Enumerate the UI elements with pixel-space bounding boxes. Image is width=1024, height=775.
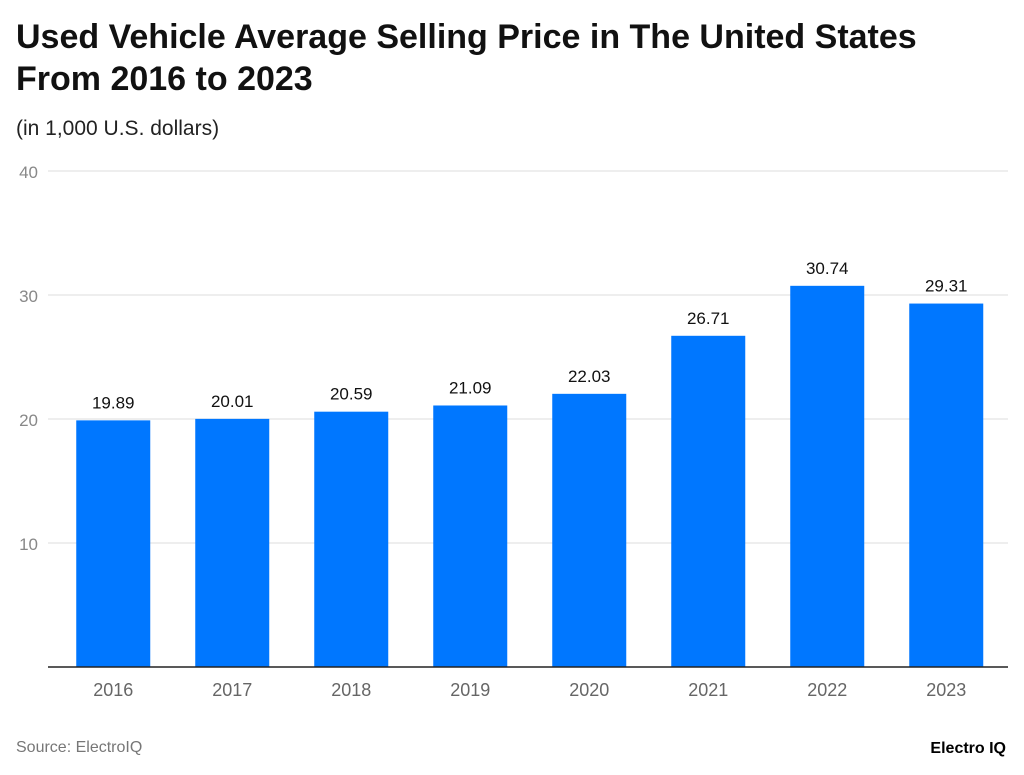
y-tick-label: 20 [19,411,38,430]
y-tick-label: 40 [19,163,38,182]
x-tick-label: 2018 [331,680,371,700]
brand-logo: Electro IQ [930,740,1006,757]
x-tick-label: 2020 [569,680,609,700]
x-tick-label: 2022 [807,680,847,700]
chart-subtitle: (in 1,000 U.S. dollars) [16,117,220,140]
bar-2016 [76,420,151,667]
data-label: 30.74 [806,259,849,278]
data-label: 20.59 [330,385,373,404]
x-tick-label: 2019 [450,680,490,700]
data-label: 29.31 [925,277,968,296]
data-label: 22.03 [568,367,611,386]
bar-2023 [909,303,984,667]
data-label: 20.01 [211,392,254,411]
y-tick-label: 10 [19,535,38,554]
bar-2019 [433,405,508,667]
x-tick-label: 2023 [926,680,966,700]
x-tick-label: 2016 [93,680,133,700]
source-note: Source: ElectroIQ [16,739,143,756]
data-label: 26.71 [687,309,730,328]
x-tick-label: 2017 [212,680,252,700]
bar-2018 [314,411,389,667]
bar-2022 [790,285,865,667]
x-tick-label: 2021 [688,680,728,700]
bar-2021 [671,335,746,667]
chart-title: Used Vehicle Average Selling Price in Th… [16,18,917,98]
bar-2020 [552,393,627,667]
data-label: 19.89 [92,393,135,412]
bar-2017 [195,418,270,667]
data-label: 21.09 [449,378,492,397]
y-tick-label: 30 [19,287,38,306]
